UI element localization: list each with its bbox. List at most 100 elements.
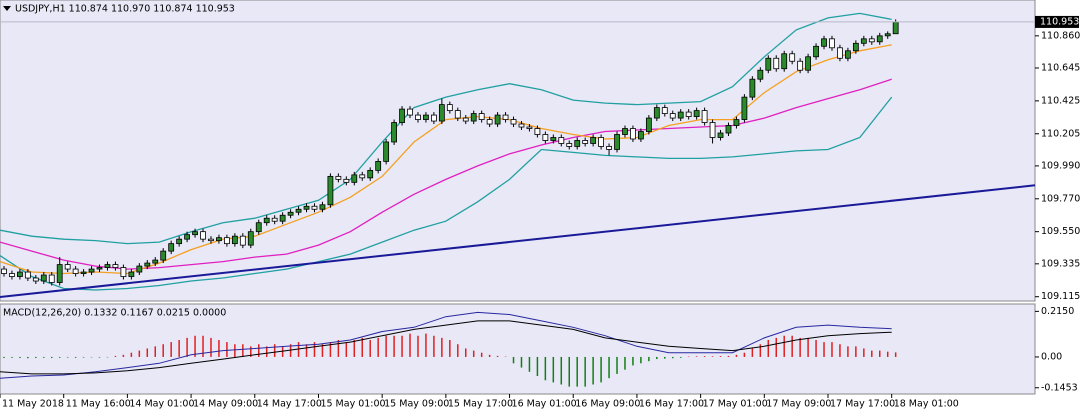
candle-body	[383, 141, 390, 162]
candle-body	[184, 234, 190, 240]
line	[0, 320, 892, 375]
y-tick-label: 109.115	[1041, 291, 1080, 302]
candle-body	[104, 264, 111, 268]
candle-body	[319, 204, 326, 210]
line	[0, 78, 892, 270]
candle-body	[478, 113, 485, 120]
macd-pane	[0, 303, 1036, 395]
y-tick-label: 109.335	[1041, 258, 1080, 269]
candle-body	[112, 264, 119, 268]
candle-body	[231, 235, 238, 245]
x-tick-label: 11 May 16:00	[66, 399, 131, 410]
x-tick-label: 16 May 09:00	[575, 399, 640, 410]
candle-body	[494, 114, 501, 125]
candle-body	[303, 205, 310, 210]
candle-body	[860, 38, 867, 44]
candle-body	[367, 169, 374, 179]
x-tick-label: 18 May 01:00	[894, 399, 959, 410]
candle-body	[797, 60, 804, 71]
candle-body	[741, 96, 748, 120]
candle-body	[590, 137, 597, 144]
candle-body	[884, 33, 891, 37]
y-tick-label: 0.2150	[1041, 306, 1074, 317]
menu-arrow	[3, 6, 11, 11]
candle-body	[431, 114, 437, 122]
candle-body	[558, 137, 565, 144]
candle-body	[343, 178, 350, 183]
x-tick-label: 14 May 01:00	[129, 399, 194, 410]
line	[0, 311, 892, 379]
x-tick-label: 14 May 17:00	[257, 399, 322, 410]
candle-body	[359, 174, 366, 179]
candle-body	[852, 42, 859, 52]
line	[0, 184, 1036, 298]
candle-body	[287, 211, 294, 216]
price-tag	[1035, 15, 1079, 28]
candle-body	[446, 104, 453, 111]
candle-body	[399, 108, 405, 123]
candle-body	[48, 274, 55, 283]
candle-body	[773, 57, 780, 70]
candle-body	[176, 238, 183, 245]
candle-body	[192, 231, 198, 236]
candle-body	[845, 50, 851, 59]
candle-body	[542, 134, 549, 141]
candle-body	[80, 271, 87, 274]
candle-body	[168, 243, 175, 252]
candle-body	[892, 21, 899, 35]
candle-body	[638, 131, 644, 140]
candle-body	[709, 122, 716, 138]
candle-body	[813, 45, 819, 58]
candle-body	[701, 110, 708, 123]
y-tick-label: 109.770	[1041, 193, 1080, 204]
candle-body	[335, 175, 342, 180]
x-tick-label: 11 May 2018	[2, 399, 64, 410]
candle-body	[462, 117, 469, 122]
candle-body	[669, 113, 676, 119]
candle-body	[685, 111, 692, 117]
candle-body	[630, 128, 636, 140]
candle-body	[40, 274, 47, 282]
y-tick-label: 0.00	[1041, 351, 1062, 362]
candle-body	[582, 140, 589, 144]
candle-body	[876, 35, 883, 43]
candle-body	[120, 267, 127, 277]
candle-body	[526, 126, 533, 129]
candle-body	[470, 113, 477, 122]
candle-body	[574, 140, 581, 147]
candle-body	[136, 265, 143, 273]
candle-body	[128, 271, 135, 277]
y-tick-label: 110.425	[1041, 95, 1080, 106]
candle-body	[327, 175, 334, 206]
candle-body	[733, 119, 740, 126]
y-tick-label: 109.550	[1041, 226, 1080, 237]
candle-body	[160, 250, 167, 261]
x-tick-label: 15 May 17:00	[448, 399, 513, 410]
candle-body	[56, 264, 63, 283]
candle-body	[375, 161, 382, 171]
x-tick-label: 15 May 09:00	[384, 399, 449, 410]
candle-body	[765, 57, 772, 71]
candle-body	[645, 117, 652, 132]
candle-body	[208, 238, 214, 242]
candle-body	[247, 231, 254, 246]
candle-body	[837, 47, 843, 59]
candle-body	[868, 38, 875, 43]
y-tick-label: 110.205	[1041, 128, 1080, 139]
candle-body	[9, 273, 15, 277]
x-tick-label: 17 May 17:00	[830, 399, 895, 410]
candle-body	[518, 123, 525, 128]
candle-body	[622, 128, 628, 135]
candle-body	[566, 143, 573, 147]
candle-body	[438, 104, 445, 122]
candle-body	[96, 267, 103, 270]
candle-body	[821, 38, 827, 47]
y-tick-label: -0.1453	[1041, 382, 1078, 393]
candle-body	[216, 237, 222, 242]
x-tick-label: 14 May 09:00	[193, 399, 258, 410]
candle-body	[486, 119, 493, 125]
x-tick-label: 15 May 01:00	[320, 399, 385, 410]
candle-body	[502, 114, 509, 120]
candle-body	[263, 217, 270, 224]
pane-title: MACD(12,26,20) 0.1332 0.1167 0.0215 0.00…	[3, 308, 226, 319]
